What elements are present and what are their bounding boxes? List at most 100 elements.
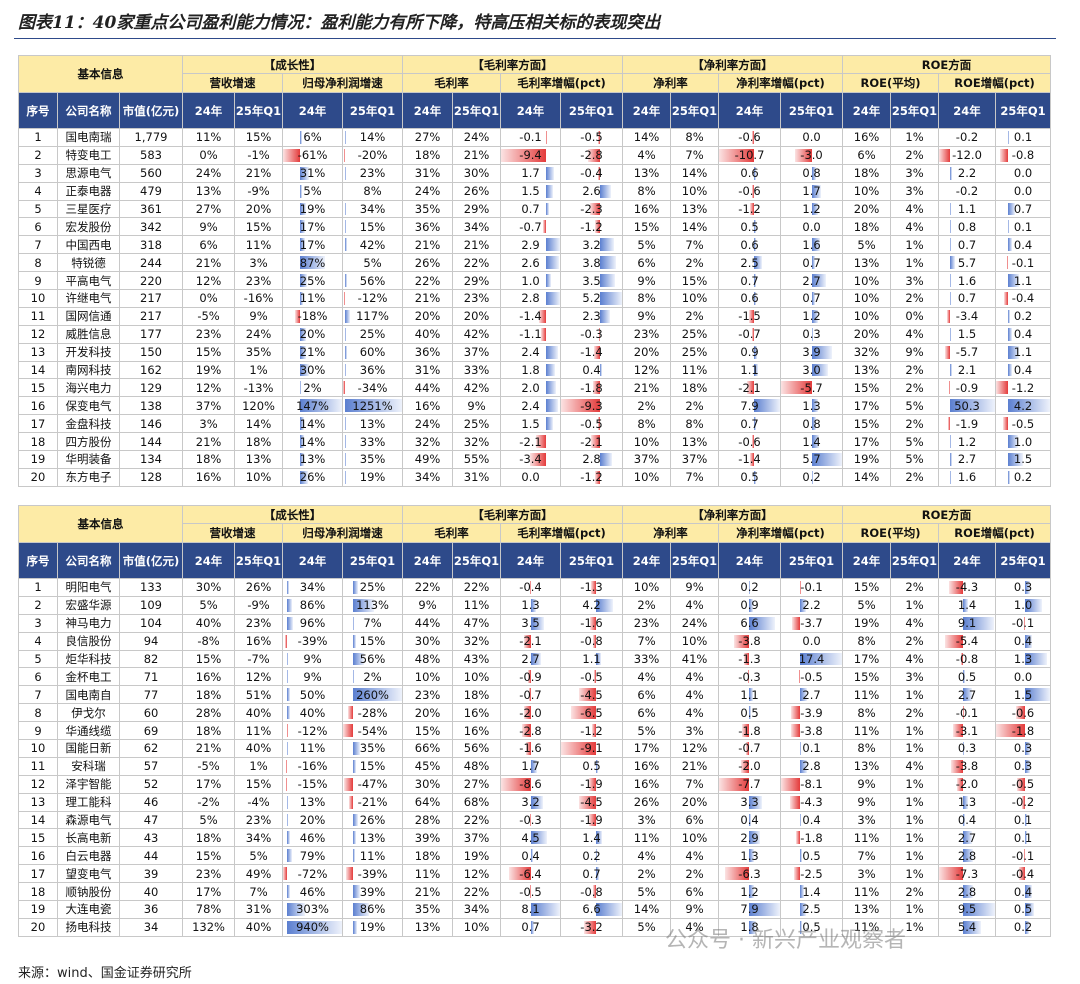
cell: 23% [452,289,502,308]
cell-text: 46% [299,830,326,845]
cell-text: 2.4 [521,345,540,360]
cell: 2% [670,864,720,884]
cell-text: 1.8 [740,920,759,935]
cell-text: 0.4 [1013,884,1033,899]
data-row: 9 华通线缆 69 18% 11% -12% -54% 15% 16% -2.8 -1.2 5% 3% -… [18,721,1052,741]
cell-text: 21% [414,884,441,899]
cell-text: 31% [414,363,441,378]
data-bar [811,399,819,413]
cell-text: 1,779 [134,130,168,145]
cell-text: 1.4 [582,830,601,845]
cell: 1% [890,739,940,758]
data-bar [734,634,750,648]
data-bar [343,148,345,162]
cell-text: 11% [853,830,880,845]
cell-text: 940% [296,920,329,935]
cell-text: -0.4 [1011,291,1035,306]
data-bar [811,435,820,449]
cell-text: -0.7 [738,741,761,756]
cell: 特锐德 [57,253,120,273]
cell: 318 [118,235,184,255]
cell: -0.6 [995,703,1052,723]
cell: 134 [118,450,184,469]
cell: 31% [282,163,344,183]
cell: 0.5 [718,217,782,237]
cell: 24% [452,128,502,147]
cell-text: 24% [681,616,708,631]
data-bar [811,292,816,305]
cell-text: 24% [463,130,490,145]
column-header: 24年 [622,542,672,579]
cell: -2.8 [560,145,624,165]
cell-text: 2.8 [957,884,977,899]
cell: 1,779 [118,128,184,147]
cell: -0.6 [718,128,782,147]
cell-text: 5% [199,813,218,828]
cell: 109 [118,595,184,615]
data-bar [300,202,306,216]
data-bar [1004,292,1009,305]
cell: 30% [402,774,454,794]
cell: 2% [622,864,672,884]
data-bar [531,759,538,773]
cell-text: 60 [143,705,159,720]
cell: 96% [282,613,344,633]
cell-text: 8% [685,130,704,145]
cell: 11% [282,739,344,758]
cell: 0.5 [995,900,1052,919]
cell: 1.4 [780,432,844,452]
data-bar [1025,581,1031,594]
cell-text: 56% [359,273,386,288]
cell: 60 [118,703,184,723]
cell: 1 [18,128,58,147]
cell: 1% [890,774,940,794]
cell-text: 15% [195,652,222,666]
cell: 1.2 [780,199,844,219]
cell-text: 49% [414,452,441,467]
data-bar [746,742,750,755]
cell-text: 1 [34,580,42,595]
cell: -8% [182,631,236,651]
column-header: 25年Q1 [780,542,844,579]
data-bar [948,417,950,431]
cell: 30% [452,163,502,183]
cell-text: 0.0 [802,634,821,649]
cell-text: 14% [633,130,660,145]
cell: 10% [452,917,502,937]
cell: -4% [234,792,284,812]
cell-text: 10% [463,669,490,684]
cell-text: -0.2 [955,184,979,199]
cell: 0.4 [938,810,997,830]
cell: 11% [842,721,892,741]
cell-text: 3.9 [802,345,821,360]
data-row: 5 三星医疗 361 27% 20% 19% 34% 35% 29% 0.7 -2.3 16% 13% -… [18,199,1052,219]
cell-text: -0.1 [519,130,542,145]
data-bar [752,131,755,144]
data-bar [344,363,347,377]
cell: -3.4 [500,450,562,469]
cell-text: 26% [245,580,272,595]
cell-text: 0% [199,291,218,306]
cell: -0.7 [718,324,782,344]
column-header: 公司名称 [57,542,120,579]
cell-text: 21% [463,148,490,163]
column-header: 25年Q1 [995,92,1052,129]
column-header: 24年 [282,542,344,579]
cell-text: 40% [414,327,441,342]
cell: 10% [670,828,720,848]
data-bar [578,795,597,809]
cell: 17% [842,649,892,669]
cell-text: 8% [857,705,876,720]
data-bar [287,920,342,934]
cell-text: 0.4 [1013,363,1033,378]
cell: 4% [622,846,672,866]
cell-text: 安科瑞 [71,759,106,774]
cell-text: -12% [357,291,388,306]
cell-text: 5 [34,652,42,666]
cell: 6% [670,882,720,902]
cell-text: 13% [299,452,326,467]
cell: 22% [402,578,454,597]
cell-text: -1.1 [519,327,542,342]
cell-text: 森源电气 [65,813,112,828]
cell: 14% [282,414,344,434]
